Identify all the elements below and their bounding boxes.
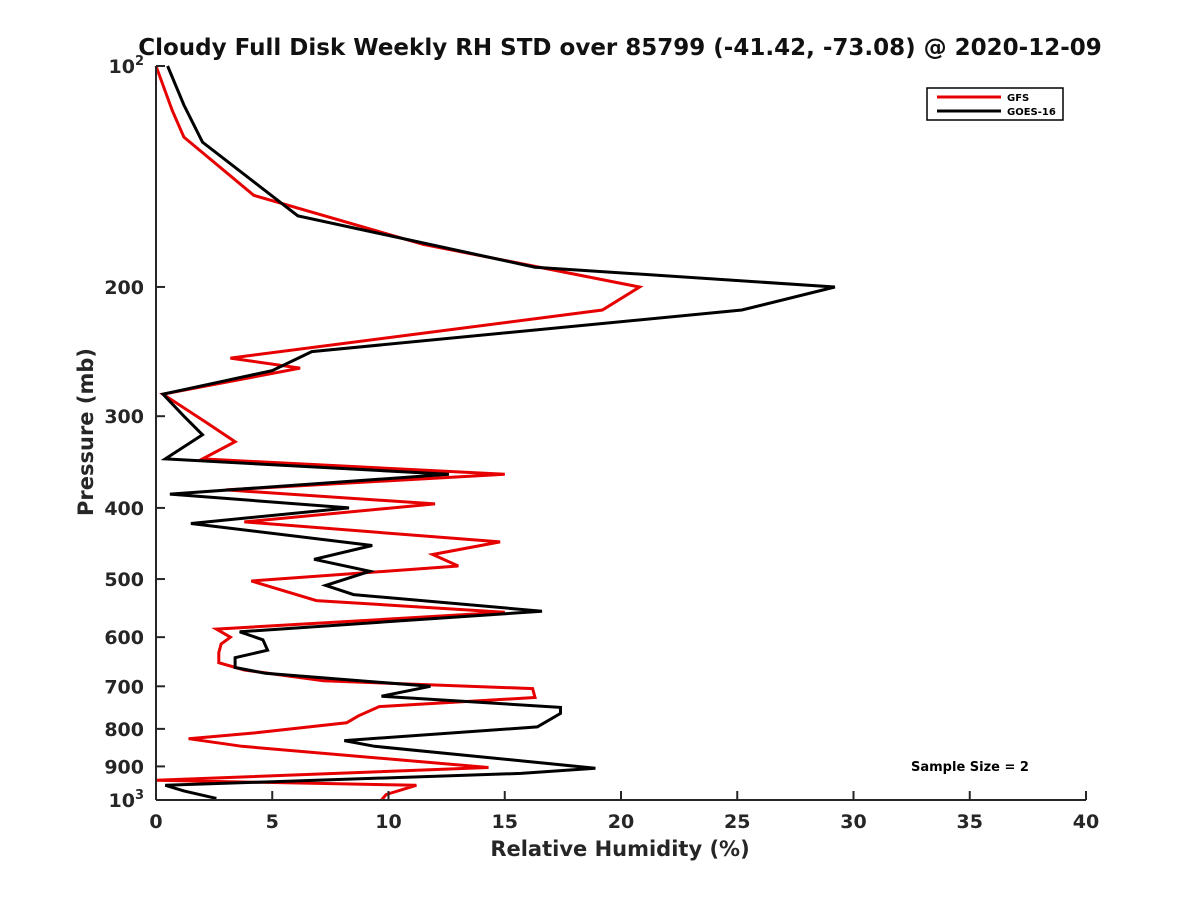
x-axis: 0 5 10 15 20 25 30 35 40 (149, 791, 1099, 833)
x-axis-label: Relative Humidity (%) (490, 837, 749, 861)
legend-box (926, 87, 1064, 121)
y-tick-label: 900 (104, 756, 144, 778)
legend-label: GFS (1007, 93, 1029, 104)
y-tick-label: 800 (104, 719, 144, 741)
y-tick-label: 200 (104, 277, 144, 299)
legend-label: GOES-16 (1007, 107, 1056, 118)
x-tick-label: 5 (266, 811, 279, 833)
x-tick-label: 15 (492, 811, 518, 833)
y-tick-label: 103 (109, 788, 145, 812)
x-tick-label: 20 (608, 811, 634, 833)
x-tick-label: 25 (724, 811, 750, 833)
y-tick-label: 700 (104, 676, 144, 698)
y-tick-label: 400 (104, 498, 144, 520)
y-axis-label: Pressure (mb) (74, 348, 98, 516)
y-tick-exponent: 2 (135, 54, 144, 69)
x-tick-label: 35 (957, 811, 983, 833)
series-line-goes-16 (160, 65, 836, 800)
chart-title: Cloudy Full Disk Weekly RH STD over 8579… (138, 35, 1102, 61)
x-tick-label: 30 (840, 811, 866, 833)
y-tick-exponent: 3 (135, 788, 144, 803)
series-line-gfs (154, 65, 644, 801)
x-tick-label: 40 (1073, 811, 1099, 833)
y-tick-label: 600 (104, 627, 144, 649)
y-tick-label: 500 (104, 569, 144, 591)
legend: GFS GOES-16 (926, 87, 1064, 121)
sample-size-annotation: Sample Size = 2 (911, 760, 1029, 775)
y-tick-label: 300 (104, 406, 144, 428)
y-tick-label: 102 (109, 54, 145, 78)
x-tick-label: 0 (149, 811, 162, 833)
y-axis: 102 200 300 400 500 600 700 800 900 103 (104, 54, 165, 812)
plot-area (154, 65, 1086, 801)
x-tick-label: 10 (375, 811, 401, 833)
